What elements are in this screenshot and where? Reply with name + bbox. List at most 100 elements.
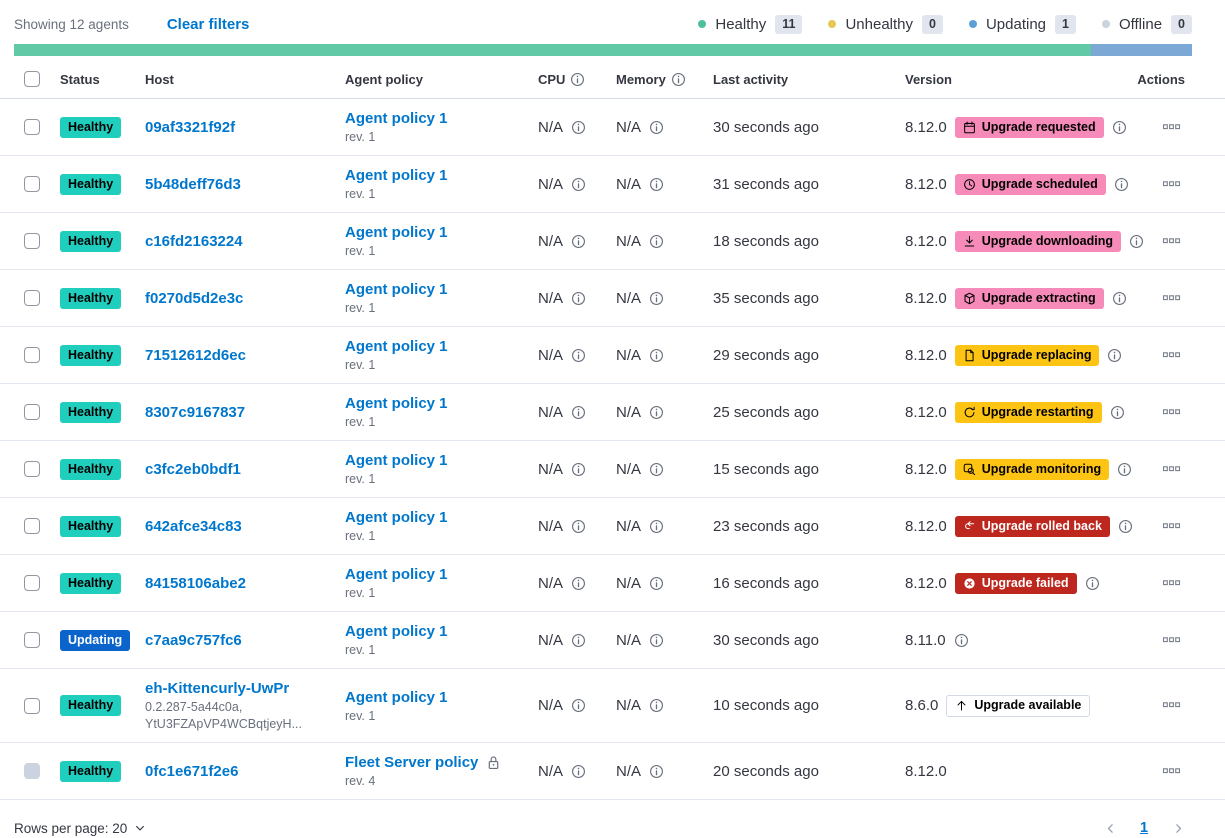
status-bar-segment (1090, 44, 1192, 56)
info-icon[interactable] (571, 348, 586, 363)
info-icon[interactable] (649, 234, 664, 249)
row-checkbox[interactable] (24, 119, 40, 135)
legend-filter-offline[interactable]: Offline 0 (1101, 14, 1192, 34)
info-icon[interactable] (1112, 120, 1127, 135)
info-icon[interactable] (1112, 291, 1127, 306)
cpu-cell: N/A (538, 155, 616, 213)
agent-policy-link[interactable]: Agent policy 1 (345, 452, 448, 469)
row-checkbox[interactable] (24, 518, 40, 534)
info-icon[interactable] (649, 519, 664, 534)
agent-policy-link[interactable]: Agent policy 1 (345, 338, 448, 355)
info-icon[interactable] (571, 576, 586, 591)
host-link[interactable]: c3fc2eb0bdf1 (145, 460, 241, 478)
column-header-cpu: CPU (538, 60, 616, 99)
info-icon[interactable] (1117, 462, 1132, 477)
agent-policy-link[interactable]: Agent policy 1 (345, 224, 448, 241)
clear-filters-link[interactable]: Clear filters (166, 15, 250, 33)
info-icon[interactable] (1129, 234, 1144, 249)
host-link[interactable]: 642afce34c83 (145, 517, 242, 535)
info-icon[interactable] (649, 698, 664, 713)
agent-policy-link[interactable]: Agent policy 1 (345, 509, 448, 526)
agent-policy-link[interactable]: Agent policy 1 (345, 281, 448, 298)
agent-policy-link[interactable]: Agent policy 1 (345, 623, 448, 640)
row-checkbox[interactable] (24, 347, 40, 363)
previous-page-button[interactable] (1096, 815, 1124, 838)
host-link[interactable]: 8307c9167837 (145, 403, 246, 421)
info-icon[interactable] (571, 120, 586, 135)
info-icon[interactable] (649, 764, 664, 779)
info-icon[interactable] (571, 633, 586, 648)
info-icon[interactable] (571, 698, 586, 713)
info-icon[interactable] (649, 120, 664, 135)
info-icon[interactable] (671, 72, 686, 87)
info-icon[interactable] (649, 177, 664, 192)
row-actions-button[interactable] (1160, 174, 1183, 193)
info-icon[interactable] (649, 633, 664, 648)
row-actions-button[interactable] (1160, 761, 1183, 780)
info-icon[interactable] (954, 633, 969, 648)
row-actions-button[interactable] (1160, 402, 1183, 421)
row-actions-button[interactable] (1160, 231, 1183, 250)
row-checkbox[interactable] (24, 176, 40, 192)
host-link[interactable]: 0fc1e671f2e6 (145, 762, 239, 780)
next-page-button[interactable] (1164, 815, 1192, 838)
info-icon[interactable] (1110, 405, 1125, 420)
row-actions-button[interactable] (1160, 573, 1183, 592)
info-icon[interactable] (571, 291, 586, 306)
info-icon[interactable] (649, 348, 664, 363)
info-icon[interactable] (649, 405, 664, 420)
legend-label: Healthy (715, 15, 767, 33)
info-icon[interactable] (571, 405, 586, 420)
agent-policy-link[interactable]: Agent policy 1 (345, 688, 448, 706)
host-link[interactable]: c16fd2163224 (145, 232, 243, 250)
row-actions-button[interactable] (1160, 459, 1183, 478)
host-link[interactable]: 71512612d6ec (145, 346, 246, 364)
info-icon[interactable] (649, 576, 664, 591)
info-icon[interactable] (571, 177, 586, 192)
info-icon[interactable] (570, 72, 585, 87)
last-activity-text: 16 seconds ago (713, 574, 819, 592)
info-icon[interactable] (571, 764, 586, 779)
page-1-button[interactable]: 1 (1130, 815, 1158, 838)
host-link[interactable]: eh-Kittencurly-UwPr (145, 680, 290, 697)
host-link[interactable]: 5b48deff76d3 (145, 175, 241, 193)
row-actions-button[interactable] (1160, 288, 1183, 307)
row-checkbox[interactable] (24, 697, 40, 714)
info-icon[interactable] (649, 291, 664, 306)
info-icon[interactable] (649, 462, 664, 477)
legend-filter-unhealthy[interactable]: Unhealthy 0 (828, 14, 943, 34)
row-checkbox[interactable] (24, 632, 40, 648)
row-checkbox[interactable] (24, 461, 40, 477)
info-icon[interactable] (571, 519, 586, 534)
row-checkbox[interactable] (24, 404, 40, 420)
cpu-value: N/A (538, 460, 564, 478)
row-actions-button[interactable] (1160, 117, 1183, 136)
row-checkbox[interactable] (24, 290, 40, 306)
agent-policy-link[interactable]: Agent policy 1 (345, 395, 448, 412)
agent-policy-link[interactable]: Fleet Server policy (345, 754, 479, 771)
info-icon[interactable] (1085, 576, 1100, 591)
legend-filter-healthy[interactable]: Healthy 11 (698, 14, 803, 34)
info-icon[interactable] (1114, 177, 1129, 192)
host-link[interactable]: 09af3321f92f (145, 118, 236, 136)
row-checkbox[interactable] (24, 575, 40, 591)
host-link[interactable]: f0270d5d2e3c (145, 289, 244, 307)
rows-per-page-button[interactable]: Rows per page: 20 (14, 821, 146, 836)
row-actions-button[interactable] (1160, 345, 1183, 364)
host-link[interactable]: 84158106abe2 (145, 574, 246, 592)
agent-policy-link[interactable]: Agent policy 1 (345, 167, 448, 184)
host-link[interactable]: c7aa9c757fc6 (145, 631, 242, 649)
agent-policy-link[interactable]: Agent policy 1 (345, 566, 448, 583)
info-icon[interactable] (1118, 519, 1133, 534)
select-all-checkbox[interactable] (24, 71, 40, 87)
row-actions-button[interactable] (1160, 630, 1183, 649)
info-icon[interactable] (571, 462, 586, 477)
info-icon[interactable] (571, 234, 586, 249)
info-icon[interactable] (1107, 348, 1122, 363)
row-actions-button[interactable] (1160, 695, 1183, 714)
row-actions-button[interactable] (1160, 516, 1183, 535)
legend-filter-updating[interactable]: Updating 1 (968, 14, 1076, 34)
row-checkbox[interactable] (24, 233, 40, 249)
agent-policy-link[interactable]: Agent policy 1 (345, 110, 448, 127)
upgrade-status-badge: Upgrade downloading (954, 230, 1121, 252)
